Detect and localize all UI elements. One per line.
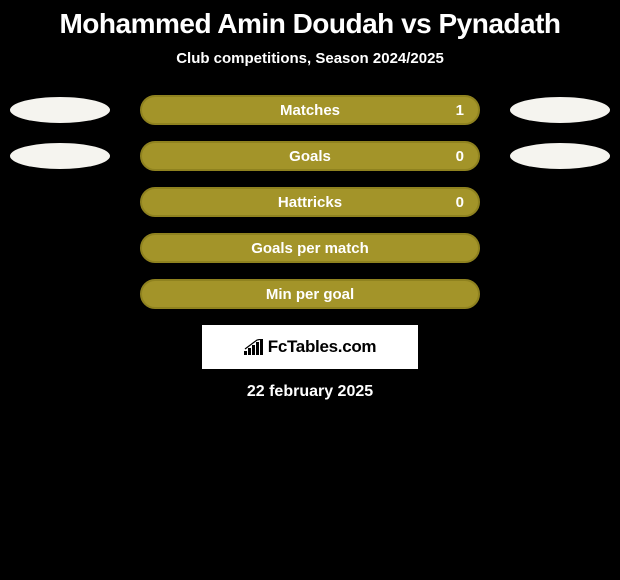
- stats-rows: Matches 1 Goals 0 Hattricks 0 Goals per match M…: [0, 95, 620, 309]
- stat-bar: Min per goal: [140, 279, 480, 309]
- stat-label: Goals per match: [251, 240, 369, 257]
- left-ellipse: [10, 143, 110, 169]
- stat-value: 1: [456, 102, 464, 119]
- stat-row: Goals 0: [0, 141, 620, 171]
- stat-bar: Goals 0: [140, 141, 480, 171]
- logo-text: FcTables.com: [268, 337, 377, 357]
- left-ellipse: [10, 97, 110, 123]
- page-subtitle: Club competitions, Season 2024/2025: [0, 50, 620, 67]
- stat-value: 0: [456, 194, 464, 211]
- stat-label: Hattricks: [278, 194, 342, 211]
- stat-row: Hattricks 0: [0, 187, 620, 217]
- page-title: Mohammed Amin Doudah vs Pynadath: [0, 0, 620, 40]
- stat-bar: Hattricks 0: [140, 187, 480, 217]
- stat-bar: Matches 1: [140, 95, 480, 125]
- stat-row: Matches 1: [0, 95, 620, 125]
- right-ellipse: [510, 97, 610, 123]
- stat-row: Goals per match: [0, 233, 620, 263]
- stat-label: Matches: [280, 102, 340, 119]
- stat-row: Min per goal: [0, 279, 620, 309]
- stat-bar: Goals per match: [140, 233, 480, 263]
- stat-label: Goals: [289, 148, 331, 165]
- chart-icon: [244, 339, 264, 355]
- logo-box: FcTables.com: [202, 325, 418, 369]
- stat-value: 0: [456, 148, 464, 165]
- stat-label: Min per goal: [266, 286, 354, 303]
- right-ellipse: [510, 143, 610, 169]
- date-label: 22 february 2025: [0, 383, 620, 401]
